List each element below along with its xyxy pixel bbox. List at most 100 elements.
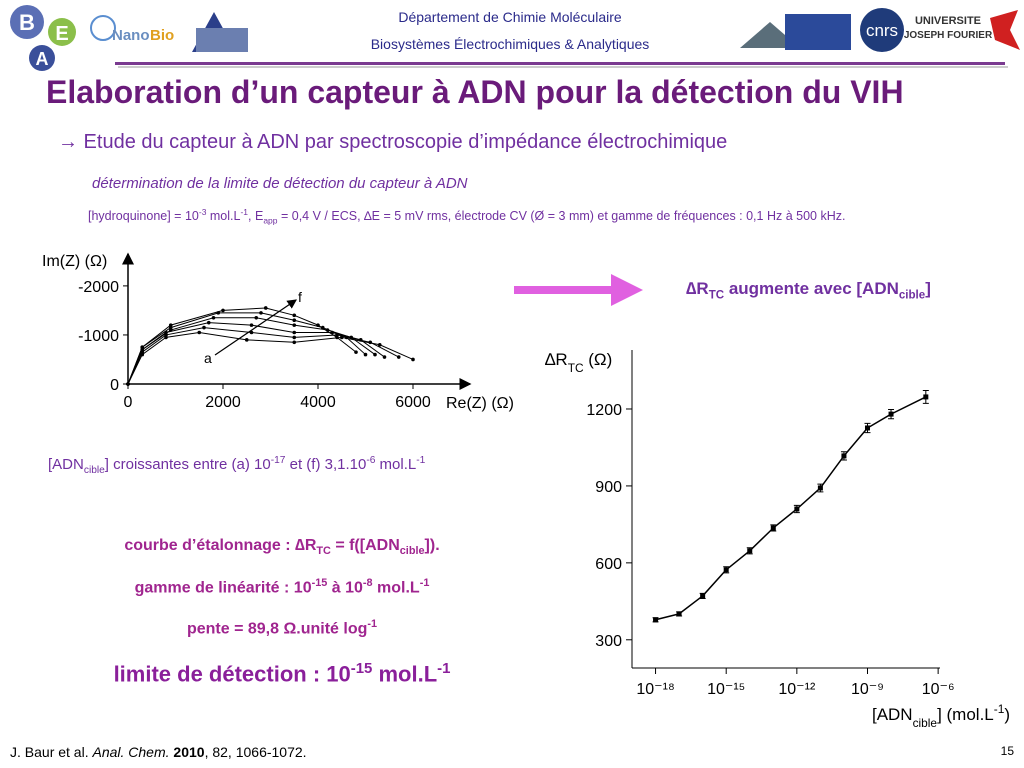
text-sub: TC <box>708 289 725 302</box>
curve <box>127 327 399 385</box>
text-run: ] <box>925 279 931 298</box>
x-tick-label: 10⁻⁶ <box>922 681 955 698</box>
point <box>363 352 368 357</box>
x-tick-label: 10⁻⁹ <box>851 681 884 698</box>
point <box>864 425 870 431</box>
text-run: [hydroquinone] = 10 <box>88 209 199 224</box>
y-tick-label: -2000 <box>78 279 119 296</box>
text-run: , E <box>248 209 264 224</box>
text-run: mol.L <box>372 579 420 597</box>
logo-bea <box>48 18 76 46</box>
point <box>292 335 297 340</box>
label-run: ] (mol.L <box>937 705 994 724</box>
point <box>770 525 776 531</box>
text-sup: -1 <box>419 577 430 589</box>
point <box>888 411 894 417</box>
text-sup: -17 <box>270 455 286 466</box>
text-sup: -1 <box>437 660 451 677</box>
text-sup: -3 <box>198 207 207 217</box>
subtitle: → Etude du capteur à ADN par spectroscop… <box>58 131 728 153</box>
point <box>259 311 263 315</box>
point <box>249 330 254 335</box>
point <box>817 485 823 491</box>
point <box>368 340 373 345</box>
point <box>168 323 173 327</box>
annotation: a <box>204 350 212 366</box>
citation: J. Baur et al. Anal. Chem. 2010, 82, 106… <box>10 744 307 760</box>
method: détermination de la limite de détection … <box>92 175 468 192</box>
point <box>794 506 800 512</box>
y-tick-label: 1200 <box>586 402 622 419</box>
point <box>316 323 320 327</box>
header-rule-shadow <box>118 66 1008 68</box>
point <box>354 350 358 354</box>
text-sup: -6 <box>366 455 376 466</box>
label-run: ∆R <box>545 350 568 369</box>
point <box>292 340 297 345</box>
x-tick-label: 10⁻¹⁵ <box>707 681 745 698</box>
observation: ∆RTC augmente avec [ADNcible] <box>686 279 931 301</box>
x-tick-label: 0 <box>124 394 133 411</box>
logo-bea <box>29 45 55 71</box>
text-run: [ADN <box>48 456 84 473</box>
point <box>292 323 297 327</box>
point <box>202 325 206 330</box>
point <box>126 382 130 386</box>
slide-title: Elaboration d’un capteur à ADN pour la d… <box>46 74 904 110</box>
logo-text: JOSEPH FOURIER <box>904 30 993 41</box>
point <box>723 567 729 573</box>
text-run: courbe d’étalonnage : ∆R <box>124 537 317 554</box>
text-run: mol.L <box>372 661 438 687</box>
point <box>263 306 268 310</box>
annotation: f <box>298 289 302 305</box>
text-sup: -8 <box>362 577 373 589</box>
point <box>841 453 847 459</box>
point <box>206 320 211 325</box>
logo-dcm <box>196 28 248 52</box>
logo-nanobio <box>90 15 116 41</box>
result-main: limite de détection : 10-15 mol.L-1 <box>114 660 451 687</box>
logo-text: UNIVERSITE <box>915 15 981 27</box>
label-run: [ADN <box>872 705 913 724</box>
point <box>377 342 382 347</box>
result: courbe d’étalonnage : ∆RTC = f([ADNcible… <box>124 537 439 557</box>
y-tick-label: 300 <box>595 633 622 650</box>
range-note: [ADNcible] croissantes entre (a) 10-17 e… <box>48 455 425 476</box>
header-rule <box>115 62 1005 65</box>
label-sub: TC <box>568 361 584 375</box>
x-tick-label: 2000 <box>205 394 241 411</box>
point <box>335 335 339 340</box>
point <box>923 394 929 400</box>
axis-label: Re(Z) (Ω) <box>446 395 514 412</box>
curve <box>127 312 366 385</box>
result: pente = 89,8 Ω.unité log-1 <box>187 618 377 638</box>
point <box>676 611 682 617</box>
logo-text: cnrs <box>866 21 898 40</box>
annotation-arrow <box>214 299 297 356</box>
x-tick-label: 4000 <box>300 394 336 411</box>
text-sub: cible <box>83 465 105 476</box>
text-run: ]). <box>424 537 440 554</box>
point <box>411 357 415 362</box>
text-sup: -1 <box>240 207 249 217</box>
text-run: = f([ADN <box>330 537 400 554</box>
text-sub: cible <box>898 289 926 302</box>
text-run: = 0,4 V / ECS, ∆E = 5 mV rms, électrode … <box>277 209 846 224</box>
header-line: Biosystèmes Électrochimiques & Analytiqu… <box>370 36 650 52</box>
point <box>211 315 216 320</box>
logo-ujf <box>990 10 1020 50</box>
text-run: ] croissantes entre (a) 10 <box>104 456 271 473</box>
x-tick-label: 10⁻¹⁸ <box>636 681 674 698</box>
point <box>653 617 659 623</box>
result: gamme de linéarité : 10-15 à 10-8 mol.L-… <box>135 577 430 597</box>
label-sub: cible <box>913 716 938 730</box>
axis-label: ∆RTC (Ω) <box>545 350 612 375</box>
label-run: Im(Z) (Ω) <box>42 253 107 270</box>
text-sup: -1 <box>367 618 378 630</box>
label-run: (Ω) <box>584 350 613 369</box>
text-run: gamme de linéarité : 10 <box>134 579 312 597</box>
text-sub: app <box>263 215 278 226</box>
point <box>292 313 297 318</box>
